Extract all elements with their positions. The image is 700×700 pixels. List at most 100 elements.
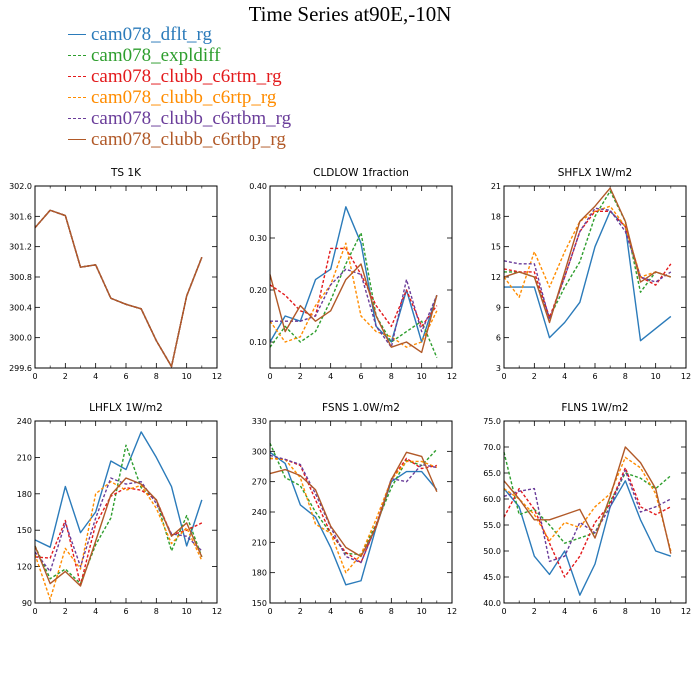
- y-tick-label: 210: [17, 453, 32, 462]
- y-tick-label: 300.8: [9, 273, 32, 282]
- x-tick-label: 8: [623, 372, 628, 381]
- series-line: [269, 263, 438, 354]
- series-line: [269, 451, 438, 586]
- chart-panel: SHFLX 1W/m2 0 2 4 6 8 10 12 3 6 9 12 15 18 21: [491, 167, 691, 381]
- x-tick-label: 0: [267, 607, 272, 616]
- x-tick-label: 10: [417, 372, 427, 381]
- legend-item: cam078_clubb_c6rtm_rg: [68, 66, 291, 87]
- series-line: [503, 187, 672, 324]
- y-tick-label: 240: [252, 508, 267, 517]
- y-tick-label: 70.0: [483, 443, 501, 452]
- plot-frame: [503, 185, 687, 369]
- x-tick-label: 10: [417, 607, 427, 616]
- series-line: [34, 209, 203, 368]
- y-tick-label: 50.0: [483, 547, 501, 556]
- x-tick-label: 2: [298, 607, 303, 616]
- y-tick-label: 0.10: [249, 338, 267, 347]
- x-tick-label: 12: [681, 372, 691, 381]
- series-line: [503, 207, 672, 321]
- x-tick-label: 4: [93, 607, 98, 616]
- chart-title: LHFLX 1W/m2: [89, 402, 163, 414]
- series-line: [269, 457, 437, 564]
- x-tick-label: 4: [562, 607, 567, 616]
- series-line: [269, 232, 438, 358]
- plot-frame: [34, 185, 218, 369]
- y-tick-label: 270: [252, 478, 267, 487]
- figure-title: Time Series at90E,-10N: [248, 2, 452, 26]
- chart-panel: LHFLX 1W/m2 0 2 4 6 8 10 12 90 120 150 180 210 240: [17, 402, 222, 616]
- series-line: [504, 190, 672, 319]
- series-line: [503, 452, 672, 544]
- x-tick-label: 6: [123, 607, 128, 616]
- y-tick-label: 65.0: [483, 469, 501, 478]
- y-tick-label: 301.6: [9, 212, 32, 221]
- x-tick-label: 4: [93, 372, 98, 381]
- series-line: [269, 247, 438, 328]
- legend-item: cam078_dflt_rg: [68, 24, 291, 45]
- x-tick-label: 8: [389, 372, 394, 381]
- x-tick-label: 4: [328, 607, 333, 616]
- legend-label: cam078_clubb_c6rtbm_rg: [91, 108, 292, 129]
- chart-title: FSNS 1.0W/m2: [322, 402, 400, 414]
- x-tick-label: 12: [681, 607, 691, 616]
- y-tick-label: 301.2: [9, 243, 32, 252]
- y-tick-label: 15: [491, 243, 501, 252]
- series-line: [503, 480, 672, 596]
- legend-swatch: [68, 97, 86, 98]
- y-tick-label: 300.4: [9, 303, 32, 312]
- legend-item: cam078_clubb_c6rtbp_rg: [68, 129, 291, 150]
- x-tick-label: 2: [298, 372, 303, 381]
- y-tick-label: 12: [491, 273, 501, 282]
- series-line: [269, 442, 438, 556]
- y-tick-label: 150: [252, 599, 267, 608]
- x-tick-label: 2: [532, 607, 537, 616]
- x-tick-label: 2: [532, 372, 537, 381]
- x-tick-label: 2: [63, 607, 68, 616]
- y-tick-label: 0.20: [249, 286, 267, 295]
- y-tick-label: 330: [252, 417, 267, 426]
- legend: cam078_dflt_rg cam078_expldiff cam078_club…: [68, 24, 291, 150]
- x-tick-label: 6: [592, 372, 597, 381]
- legend-label: cam078_expldiff: [91, 45, 221, 66]
- chart-title: FLNS 1W/m2: [561, 402, 628, 414]
- legend-swatch: [68, 34, 86, 35]
- legend-swatch: [68, 139, 86, 140]
- y-tick-label: 3: [496, 364, 501, 373]
- series-line: [503, 469, 672, 563]
- y-tick-label: 18: [491, 212, 501, 221]
- x-tick-label: 12: [212, 372, 222, 381]
- y-tick-label: 180: [17, 490, 32, 499]
- chart-title: TS 1K: [110, 167, 142, 179]
- x-tick-label: 0: [501, 607, 506, 616]
- legend-label: cam078_dflt_rg: [91, 24, 213, 45]
- series-line: [34, 431, 203, 548]
- series-line: [34, 487, 203, 586]
- legend-swatch: [68, 76, 86, 77]
- plot-frame: [269, 420, 453, 604]
- x-tick-label: 6: [123, 372, 128, 381]
- series-line: [34, 477, 203, 573]
- chart-panel: TS 1K 0 2 4 6 8 10 12 299.6 300.0 300.4 300.8 301.2 3…: [9, 167, 222, 381]
- series-line: [503, 467, 672, 578]
- chart-title: SHFLX 1W/m2: [558, 167, 633, 179]
- chart-panel: CLDLOW 1fraction 0 2 4 6 8 10 12 0.10 0.20 0.30 0.4…: [249, 167, 457, 381]
- x-tick-label: 4: [562, 372, 567, 381]
- x-tick-label: 6: [358, 372, 363, 381]
- x-tick-label: 8: [389, 607, 394, 616]
- series-line: [269, 457, 438, 574]
- x-tick-label: 10: [651, 607, 661, 616]
- x-tick-label: 0: [267, 372, 272, 381]
- x-tick-label: 6: [358, 607, 363, 616]
- y-tick-label: 302.0: [9, 182, 32, 191]
- x-tick-label: 4: [328, 372, 333, 381]
- y-tick-label: 90: [22, 599, 32, 608]
- y-tick-label: 75.0: [483, 417, 501, 426]
- x-tick-label: 10: [651, 372, 661, 381]
- x-tick-label: 10: [182, 607, 192, 616]
- legend-item: cam078_clubb_c6rtbm_rg: [68, 108, 291, 129]
- x-tick-label: 8: [623, 607, 628, 616]
- x-tick-label: 12: [447, 372, 457, 381]
- y-tick-label: 180: [252, 569, 267, 578]
- series-line: [503, 205, 672, 298]
